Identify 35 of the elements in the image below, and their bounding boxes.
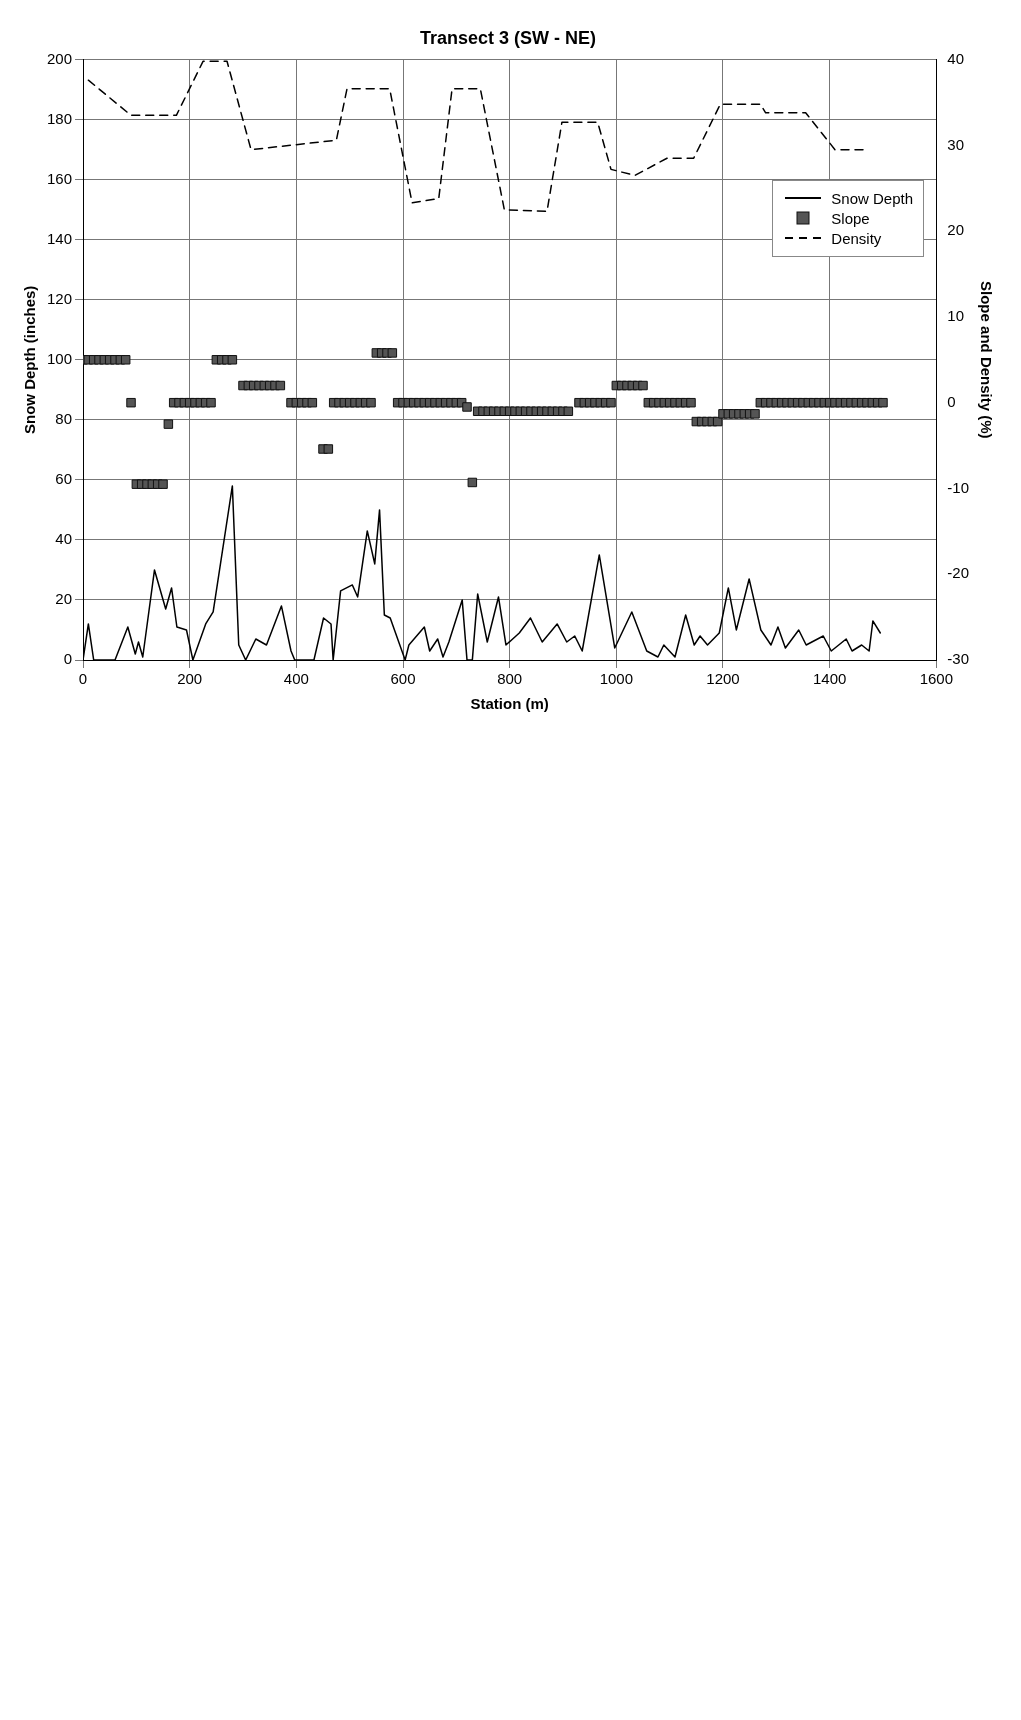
y2-tick-label: 10 [947, 307, 965, 325]
y-tick-label: 60 [55, 470, 73, 488]
y2-tick-label: -20 [947, 564, 970, 582]
y-tick-label: 120 [47, 289, 73, 307]
chart-title: Transect 3 (SW - NE) [419, 27, 597, 48]
y-tick-label: 40 [55, 530, 73, 548]
x-tick-label: 800 [497, 670, 523, 688]
y-tick-label: 160 [47, 169, 73, 187]
x-tick-label: 0 [78, 670, 88, 688]
x-tick-label: 200 [177, 670, 203, 688]
y-tick-label: 20 [55, 590, 73, 608]
y-tick-label: 100 [47, 349, 73, 367]
y2-tick-label: 0 [947, 392, 956, 410]
legend-label: Density [831, 229, 882, 247]
y-tick-label: 80 [55, 409, 73, 427]
y2-axis-title: Slope and Density (%) [977, 281, 995, 439]
y2-tick-label: 30 [947, 135, 965, 153]
x-tick-label: 400 [283, 670, 309, 688]
legend-label: Slope [831, 209, 870, 227]
y2-tick-label: -10 [947, 478, 970, 496]
x-tick-label: 1400 [812, 670, 847, 688]
legend-label: Snow Depth [831, 189, 914, 207]
x-axis-title: Station (m) [470, 695, 549, 713]
y-axis-title: Snow Depth (inches) [21, 285, 39, 434]
y-tick-label: 140 [47, 229, 73, 247]
y2-tick-label: 20 [947, 221, 965, 239]
y-tick-label: 200 [47, 49, 73, 67]
x-tick-label: 1600 [919, 670, 954, 688]
y-tick-label: 180 [47, 109, 73, 127]
y2-tick-label: -30 [947, 650, 970, 668]
x-tick-label: 1000 [599, 670, 634, 688]
y2-tick-label: 40 [947, 49, 965, 67]
x-tick-label: 1200 [706, 670, 740, 688]
x-tick-label: 600 [390, 670, 416, 688]
y-tick-label: 0 [63, 650, 73, 668]
